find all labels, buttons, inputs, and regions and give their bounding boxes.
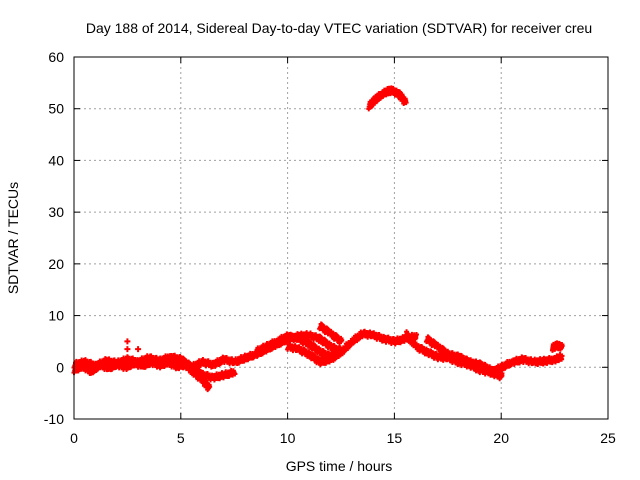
data-series-track-f (317, 321, 345, 346)
y-tick-label: 40 (48, 152, 64, 168)
data-series-track-j (549, 340, 565, 353)
y-tick-label: 60 (48, 49, 64, 65)
y-tick-label: 30 (48, 204, 64, 220)
y-tick-label: 10 (48, 308, 64, 324)
data-series-outliers (124, 338, 142, 353)
plot-frame (73, 56, 609, 420)
x-axis-title: GPS time / hours (286, 458, 393, 474)
y-tick-label: -10 (44, 411, 64, 427)
chart-title: Day 188 of 2014, Sidereal Day-to-day VTE… (86, 20, 592, 36)
y-axis-title: SDTVAR / TECUs (5, 182, 21, 294)
data-series-track-i (488, 352, 565, 378)
x-tick-label: 5 (177, 430, 185, 446)
y-tick-label: 50 (48, 101, 64, 117)
x-tick-label: 10 (280, 430, 296, 446)
grid-lines (74, 57, 608, 419)
data-series-track-e (285, 328, 419, 368)
tick-labels: 0 5 10 15 20 25 -10 0 10 20 30 40 50 60 (44, 49, 616, 446)
x-tick-label: 25 (600, 430, 616, 446)
data-points (71, 85, 565, 393)
x-tick-label: 20 (493, 430, 509, 446)
x-tick-label: 0 (70, 430, 78, 446)
y-tick-label: 20 (48, 256, 64, 272)
data-series-track-k (366, 85, 409, 112)
x-tick-label: 15 (387, 430, 403, 446)
y-tick-label: 0 (56, 359, 64, 375)
